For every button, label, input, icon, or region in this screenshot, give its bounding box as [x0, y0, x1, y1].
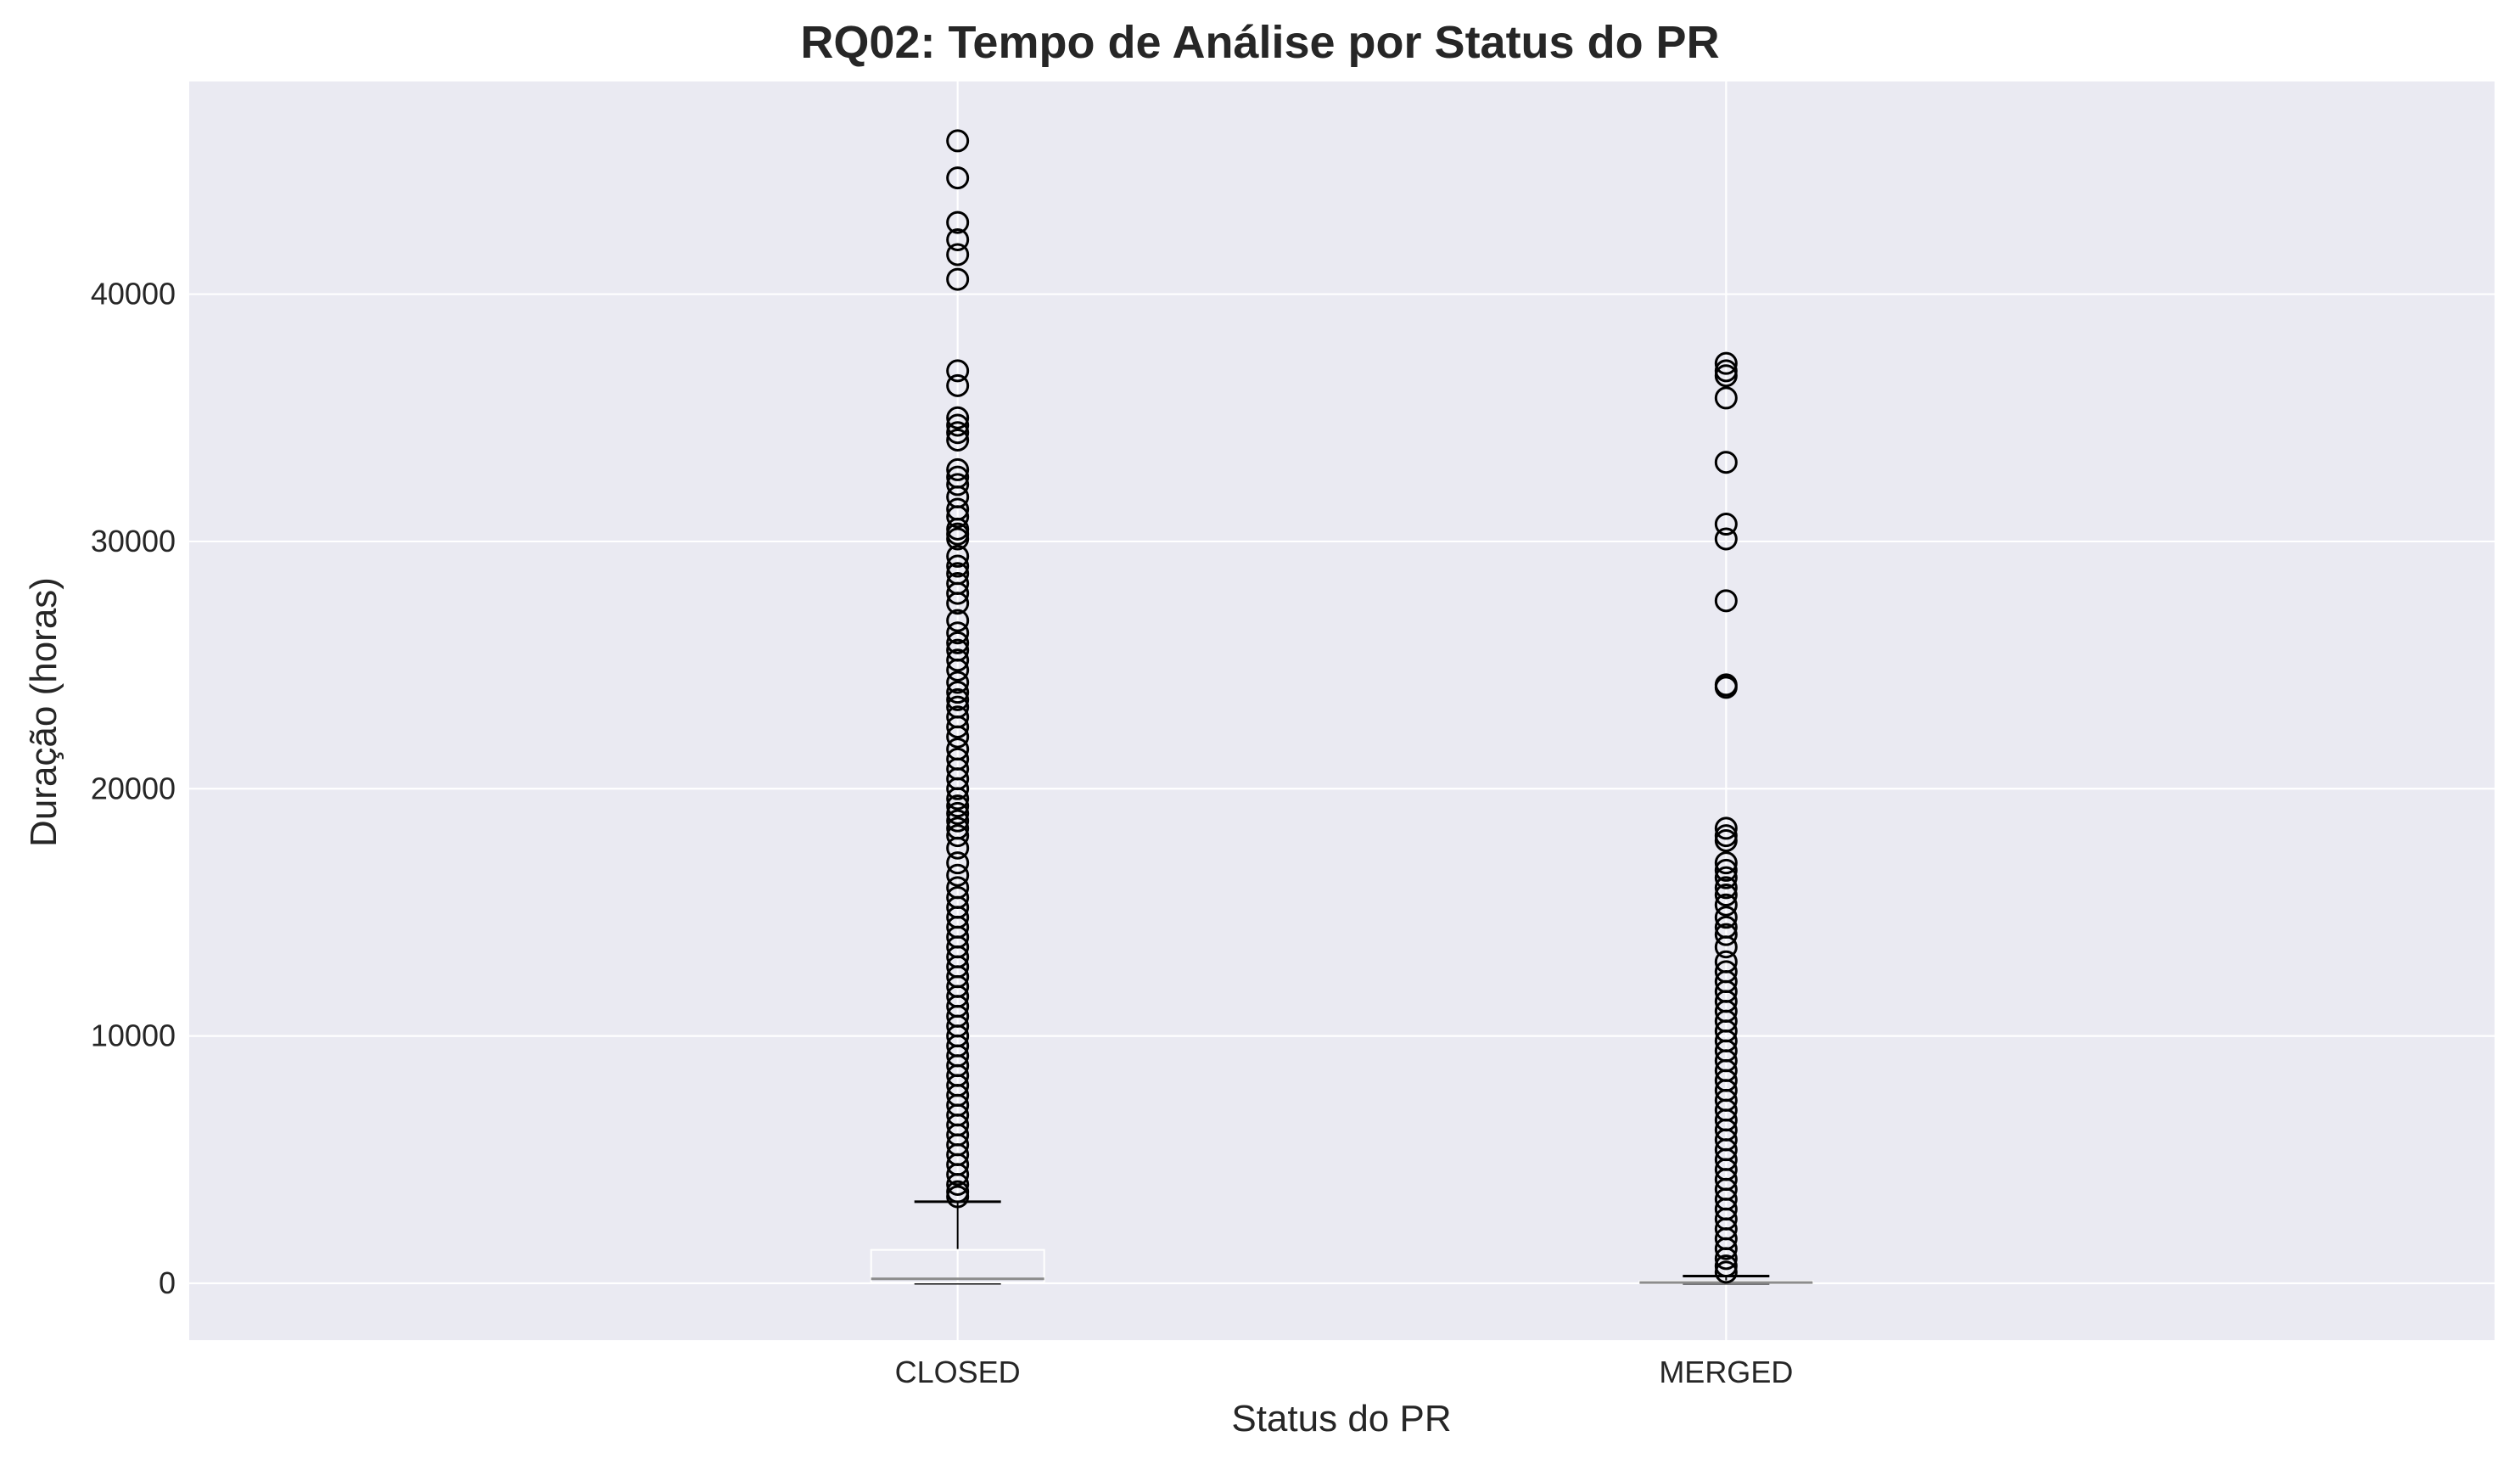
box-group-merged — [1638, 351, 1814, 1285]
outlier-point — [1714, 866, 1738, 889]
outlier-point — [946, 809, 970, 833]
outlier-point — [946, 554, 970, 578]
outlier-point — [946, 527, 970, 551]
outlier-point — [946, 166, 970, 190]
outlier-point — [1714, 858, 1738, 882]
outlier-point — [946, 592, 970, 615]
outlier-point — [946, 801, 970, 825]
box-group-closed — [870, 129, 1045, 1285]
outlier-point — [1714, 1260, 1738, 1284]
y-tick-label: 0 — [159, 1265, 176, 1300]
outlier-point — [946, 243, 970, 267]
outlier-point — [946, 631, 970, 654]
outlier-point — [946, 681, 970, 704]
outlier-point — [946, 581, 970, 605]
y-tick-label: 30000 — [91, 524, 176, 558]
outlier-point — [946, 505, 970, 529]
outlier-point — [1714, 923, 1738, 946]
outlier-point — [946, 413, 970, 437]
outlier-point — [946, 1163, 970, 1187]
outlier-point — [1714, 828, 1738, 852]
outlier-point — [1714, 1254, 1738, 1278]
outlier-point — [1714, 589, 1738, 613]
outlier-point — [1714, 893, 1738, 917]
y-tick-label: 20000 — [91, 771, 176, 805]
boxes-layer — [870, 129, 1814, 1285]
outlier-point — [946, 473, 970, 497]
outlier-point — [1714, 676, 1738, 699]
outlier-point — [1714, 906, 1738, 929]
outlier-point — [946, 836, 970, 860]
outlier-point — [1714, 351, 1738, 375]
outlier-point — [946, 621, 970, 645]
outlier-point — [1714, 851, 1738, 875]
outlier-point — [946, 777, 970, 800]
outlier-point — [946, 421, 970, 445]
outlier-point — [1714, 386, 1738, 410]
outlier-point — [946, 267, 970, 291]
outlier-point — [946, 373, 970, 397]
outlier-point — [946, 406, 970, 429]
outlier-point — [946, 609, 970, 632]
outlier-point — [946, 670, 970, 694]
x-tick-label: MERGED — [1659, 1355, 1793, 1389]
outlier-point — [946, 359, 970, 383]
outlier-point — [946, 851, 970, 875]
outlier-point — [1714, 364, 1738, 388]
outlier-point — [946, 210, 970, 234]
outlier-point — [1714, 513, 1738, 536]
y-tick-label: 10000 — [91, 1018, 176, 1053]
outlier-point — [946, 457, 970, 481]
outlier-point — [946, 658, 970, 682]
outlier-point — [1714, 1247, 1738, 1271]
tick-labels: 0 10000 20000 30000 40000 CLOSED MERGED — [91, 277, 1793, 1389]
outlier-point — [946, 794, 970, 818]
outlier-point — [946, 687, 970, 711]
y-tick-label: 40000 — [91, 277, 176, 311]
outlier-point — [1714, 876, 1738, 900]
outlier-point — [946, 648, 970, 672]
plot-area — [189, 81, 2495, 1340]
outlier-point — [946, 824, 970, 848]
outlier-point — [946, 1185, 970, 1209]
outlier-point — [946, 787, 970, 811]
outlier-point — [946, 428, 970, 452]
outlier-point — [946, 725, 970, 749]
outlier-point — [946, 715, 970, 738]
outlier-point — [1714, 816, 1738, 840]
outlier-point — [946, 129, 970, 153]
outlier-point — [1714, 527, 1738, 551]
x-tick-label: CLOSED — [895, 1355, 1021, 1389]
outlier-point — [1714, 1237, 1738, 1260]
outlier-point — [946, 227, 970, 251]
y-axis-label: Duração (horas) — [23, 577, 64, 847]
chart-title: RQ02: Tempo de Análise por Status do PR — [800, 17, 1719, 68]
iqr-box — [870, 1248, 1045, 1284]
outlier-point — [1714, 884, 1738, 907]
outlier-point — [1714, 935, 1738, 959]
x-axis-label: Status do PR — [1231, 1398, 1451, 1439]
outlier-point — [1714, 451, 1738, 474]
outlier-point — [946, 544, 970, 568]
outlier-point — [946, 1172, 970, 1196]
outlier-point — [946, 863, 970, 887]
